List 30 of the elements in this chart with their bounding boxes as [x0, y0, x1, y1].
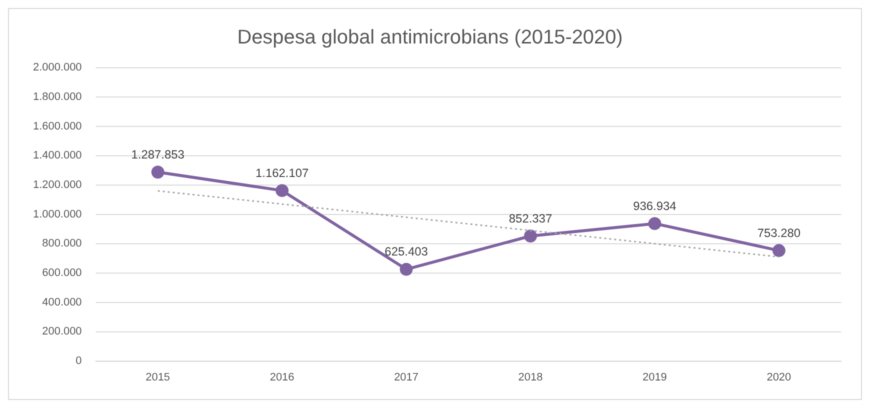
data-label: 852.337 — [508, 211, 552, 226]
chart-title: Despesa global antimicrobians (2015-2020) — [237, 26, 623, 48]
x-tick-label: 2018 — [518, 372, 543, 384]
y-tick-label: 600.000 — [42, 267, 82, 280]
x-tick-label: 2016 — [270, 372, 294, 384]
y-tick-label: 0 — [76, 355, 82, 368]
data-label: 1.162.107 — [255, 166, 310, 180]
y-tick-label: 800.000 — [42, 238, 82, 250]
x-tick-label: 2017 — [394, 372, 418, 384]
x-tick-label: 2015 — [146, 372, 170, 384]
data-label: 753.280 — [757, 226, 801, 240]
y-tick-label: 200.000 — [42, 326, 82, 338]
data-label: 1.287.853 — [131, 148, 185, 162]
y-tick-label: 400.000 — [42, 296, 82, 308]
point — [772, 244, 786, 257]
y-tick-label: 2.000.000 — [33, 62, 82, 74]
y-tick-label: 1.600.000 — [33, 120, 82, 132]
x-tick-label: 2020 — [766, 372, 792, 384]
point — [400, 262, 413, 276]
data-label: 936.934 — [633, 198, 677, 213]
point — [524, 230, 537, 242]
y-tick-label: 1.200.000 — [33, 179, 82, 192]
y-tick-label: 1.400.000 — [33, 150, 82, 162]
x-tick-label: 2019 — [642, 372, 667, 384]
point — [151, 166, 164, 179]
y-tick-label: 1.000.000 — [33, 208, 82, 220]
y-tick-label: 1.800.000 — [33, 91, 82, 104]
data-label: 625.403 — [384, 244, 428, 259]
point — [648, 217, 662, 230]
point — [276, 184, 289, 198]
